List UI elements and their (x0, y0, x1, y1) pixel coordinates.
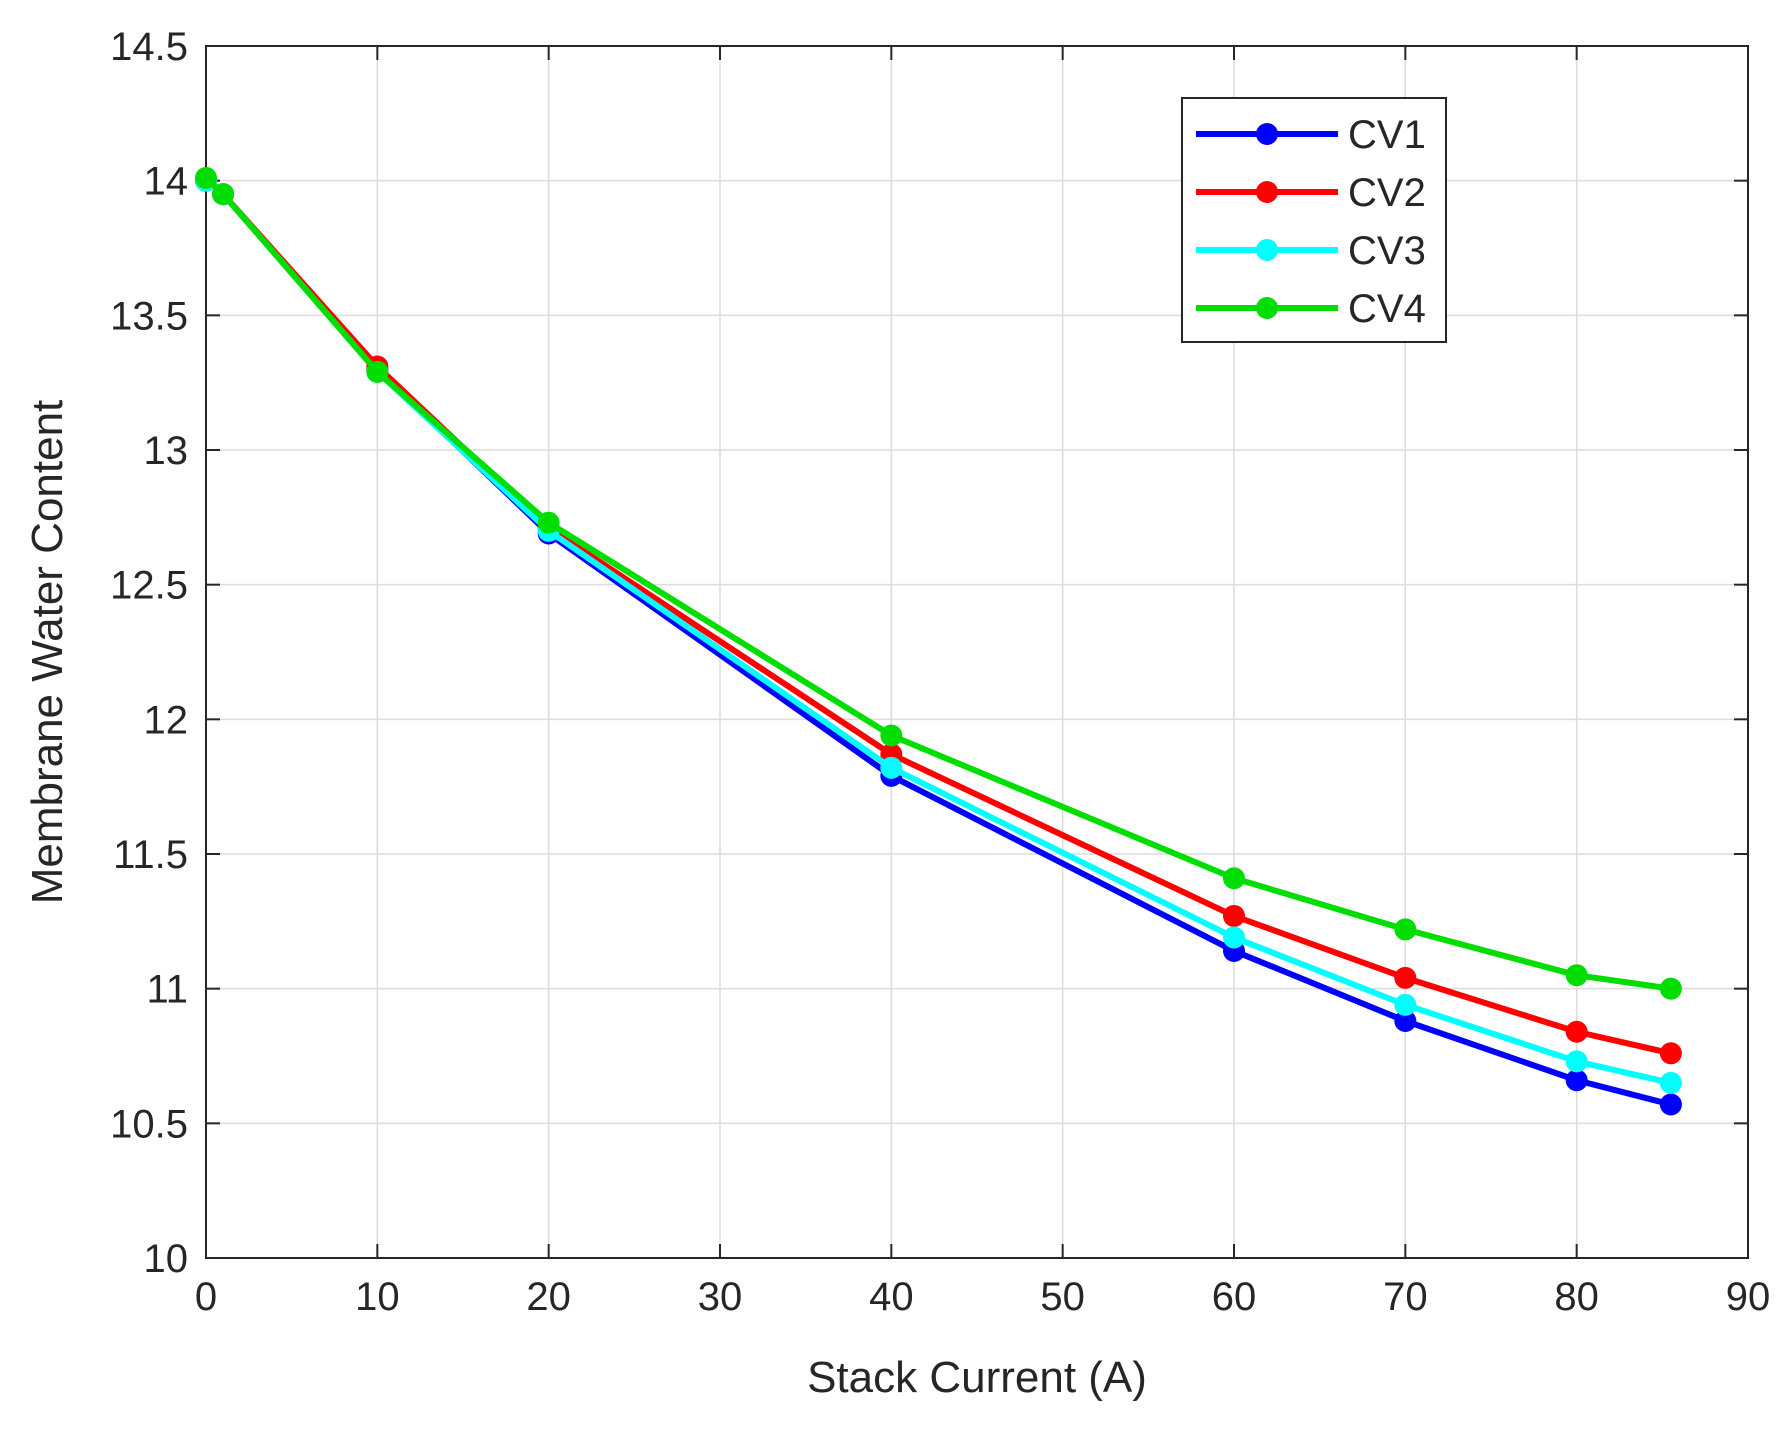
legend-box (1181, 97, 1447, 343)
legend-label-cv1: CV1 (1348, 113, 1426, 157)
data-point-cv4 (1223, 867, 1245, 890)
y-axis-title: Membrane Water Content (23, 400, 72, 905)
x-tick-label: 60 (1212, 1275, 1257, 1319)
data-point-cv2 (1659, 1042, 1682, 1065)
x-tick-label: 20 (526, 1275, 571, 1319)
data-point-cv3 (1223, 926, 1245, 949)
data-point-cv3 (880, 756, 903, 779)
data-point-cv2 (1565, 1020, 1588, 1043)
data-point-cv4 (1394, 918, 1417, 941)
y-tick-label: 13.5 (110, 294, 188, 338)
x-tick-label: 40 (869, 1275, 914, 1319)
legend-marker-cv2 (1256, 181, 1278, 203)
legend-marker-cv3 (1256, 239, 1278, 261)
y-tick-label: 12 (144, 698, 189, 742)
legend-label-cv2: CV2 (1348, 171, 1426, 215)
y-tick-label: 12.5 (110, 564, 188, 608)
data-point-cv3 (1565, 1050, 1588, 1073)
legend-label-cv3: CV3 (1348, 229, 1426, 273)
y-tick-label: 10.5 (110, 1102, 188, 1146)
y-tick-label: 11 (146, 968, 188, 1012)
data-point-cv4 (537, 511, 560, 534)
x-tick-label: 30 (698, 1275, 743, 1319)
data-point-cv4 (366, 360, 389, 383)
data-point-cv4 (1565, 964, 1588, 987)
data-point-cv1 (1394, 1009, 1417, 1032)
plot-frame (205, 45, 1749, 1259)
legend-marker-cv1 (1256, 123, 1278, 145)
y-tick-label: 14 (144, 160, 189, 204)
data-point-cv3 (1394, 993, 1417, 1016)
legend: CV1 CV2 CV3 CV4 (1181, 97, 1447, 343)
x-tick-label: 80 (1554, 1275, 1599, 1319)
y-tick-label: 13 (144, 429, 189, 473)
axis-ticks: 0 10 20 30 40 50 60 70 80 901010.51111.51212.5131… (110, 25, 1770, 1319)
data-point-cv4 (1659, 977, 1682, 1000)
data-point-cv2 (1223, 904, 1245, 927)
x-tick-label: 70 (1383, 1275, 1428, 1319)
legend-marker-cv4 (1256, 297, 1278, 319)
y-tick-label: 14.5 (110, 25, 188, 69)
x-axis-title: Stack Current (A) (807, 1353, 1147, 1402)
data-point-cv4 (212, 183, 235, 206)
y-tick-label: 10 (144, 1237, 189, 1281)
data-point-cv2 (1394, 966, 1417, 989)
x-tick-label: 90 (1726, 1275, 1771, 1319)
data-point-cv1 (1565, 1069, 1588, 1092)
x-tick-label: 10 (355, 1275, 400, 1319)
data-point-cv3 (1659, 1071, 1682, 1094)
series (195, 166, 1682, 1116)
data-point-cv1 (1659, 1093, 1682, 1116)
legend-label-cv4: CV4 (1348, 287, 1426, 331)
y-tick-label: 11.5 (113, 833, 188, 877)
data-point-cv4 (195, 166, 217, 189)
x-tick-label: 50 (1040, 1275, 1085, 1319)
x-tick-label: 0 (195, 1275, 217, 1319)
data-point-cv4 (880, 724, 903, 747)
